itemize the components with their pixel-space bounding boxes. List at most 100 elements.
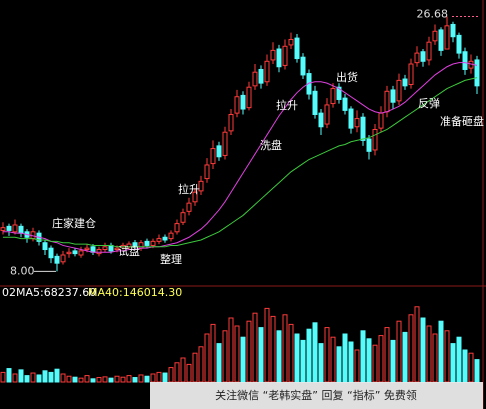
- candle-body: [42, 242, 48, 251]
- volume-header: MA40:146014.30: [88, 286, 182, 299]
- volume-bar: [264, 307, 270, 383]
- volume-bar: [384, 327, 390, 383]
- candle-body: [156, 238, 162, 242]
- volume-bar: [234, 325, 240, 383]
- volume-bar: [30, 372, 36, 383]
- annotation: 出货: [336, 70, 358, 84]
- candle-body: [456, 34, 462, 54]
- candle-body: [372, 128, 378, 151]
- candle-body: [66, 251, 72, 255]
- candle-body: [282, 45, 288, 66]
- volume-bar: [210, 323, 216, 383]
- volume-bar: [0, 371, 6, 383]
- candle-body: [306, 73, 312, 95]
- ma-line: [3, 62, 478, 253]
- volume-bar: [162, 372, 168, 383]
- candle-body: [204, 164, 210, 180]
- volume-bar: [276, 330, 282, 383]
- candle-body: [198, 180, 204, 192]
- candle-body: [12, 224, 18, 233]
- volume-bar: [288, 323, 294, 383]
- annotation: 整理: [160, 252, 182, 266]
- candle-body: [276, 48, 282, 68]
- annotation: 庄家建仓: [52, 216, 96, 230]
- volume-bar: [438, 320, 444, 383]
- volume-bar: [120, 376, 126, 383]
- volume-bar: [36, 374, 42, 383]
- candle-body: [150, 240, 156, 246]
- candle-body: [102, 246, 108, 251]
- high-label: 26.68: [417, 8, 449, 21]
- candle-body: [246, 86, 252, 109]
- volume-bar: [330, 336, 336, 383]
- volume-bar: [78, 377, 84, 383]
- candle-body: [474, 59, 480, 87]
- volume-bar: [48, 371, 54, 383]
- volume-header: 02: [2, 286, 16, 299]
- volume-bar: [144, 375, 150, 383]
- volume-bar: [60, 373, 66, 383]
- ma-line: [3, 77, 478, 248]
- candle-body: [234, 96, 240, 114]
- volume-bar: [168, 367, 174, 383]
- candle-body: [174, 223, 180, 233]
- volume-bar: [306, 328, 312, 383]
- candle-body: [162, 236, 168, 241]
- volume-bar: [18, 369, 24, 383]
- volume-bar: [408, 314, 414, 383]
- candle-body: [402, 78, 408, 87]
- volume-bar: [324, 327, 330, 383]
- volume-bar: [420, 317, 426, 383]
- candle-body: [414, 52, 420, 64]
- volume-bar: [450, 343, 456, 383]
- candle-body: [258, 68, 264, 84]
- volume-bar: [372, 344, 378, 383]
- candle-body: [318, 112, 324, 128]
- volume-bar: [432, 333, 438, 383]
- candle-body: [54, 255, 60, 264]
- volume-bar: [354, 349, 360, 383]
- volume-bar: [414, 306, 420, 383]
- volume-bar: [192, 352, 198, 383]
- candle-body: [72, 250, 78, 255]
- volume-bar: [396, 320, 402, 383]
- candle-body: [444, 25, 450, 50]
- candle-body: [84, 247, 90, 251]
- volume-bar: [216, 343, 222, 383]
- volume-bar: [24, 375, 30, 383]
- volume-bar: [174, 362, 180, 383]
- candle-body: [450, 23, 456, 38]
- candle-body: [180, 212, 186, 223]
- candle-body: [438, 29, 444, 51]
- candle-body: [192, 191, 198, 203]
- volume-bar: [96, 377, 102, 383]
- candle-body: [378, 112, 384, 129]
- candle-body: [210, 148, 216, 165]
- candle-body: [78, 250, 84, 256]
- volume-bar: [270, 315, 276, 383]
- volume-bar: [108, 377, 114, 383]
- volume-bar: [456, 336, 462, 383]
- candle-body: [168, 232, 174, 240]
- candle-body: [96, 249, 102, 255]
- annotation: 洗盘: [260, 138, 282, 152]
- candle-body: [300, 56, 306, 76]
- candle-body: [312, 90, 318, 115]
- volume-bar: [228, 317, 234, 383]
- volume-bar: [90, 378, 96, 383]
- watermark: 关注微信 “老韩实盘” 回复 “指标” 免费领: [215, 388, 417, 402]
- volume-bar: [294, 333, 300, 383]
- candle-body: [426, 41, 432, 61]
- volume-bar: [54, 368, 60, 383]
- volume-bar: [318, 343, 324, 383]
- candle-body: [0, 227, 6, 231]
- volume-bar: [126, 375, 132, 383]
- volume-bar: [390, 339, 396, 383]
- watermark-band: [150, 382, 483, 409]
- candle-body: [288, 38, 294, 46]
- volume-bar: [468, 352, 474, 383]
- candle-body: [270, 49, 276, 61]
- volume-bar: [348, 341, 354, 383]
- candle-body: [6, 225, 12, 231]
- candle-body: [360, 116, 366, 141]
